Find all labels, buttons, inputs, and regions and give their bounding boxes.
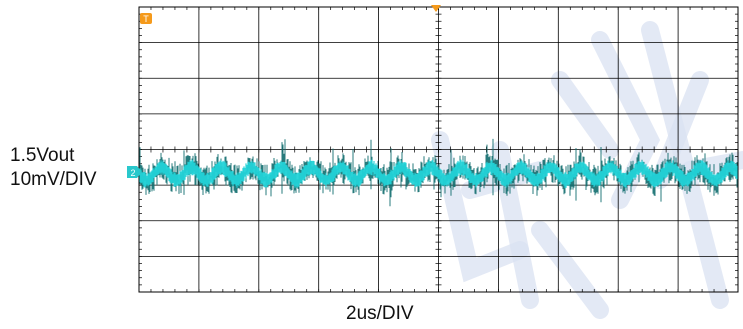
scope-markers: T 2 bbox=[127, 5, 441, 178]
vertical-scale-label: 10mV/DIV bbox=[10, 169, 97, 190]
watermark-stroke bbox=[551, 71, 619, 159]
scope-grid bbox=[138, 6, 739, 293]
trigger-position-marker bbox=[431, 5, 441, 12]
trigger-marker: T bbox=[140, 13, 152, 24]
channel-2-marker: 2 bbox=[127, 166, 142, 178]
channel-label: 1.5Vout bbox=[10, 145, 75, 166]
svg-text:T: T bbox=[143, 14, 149, 24]
svg-text:2: 2 bbox=[130, 168, 135, 178]
channel-2-trace bbox=[139, 138, 738, 207]
trace-core bbox=[139, 159, 738, 188]
horizontal-scale-label: 2us/DIV bbox=[346, 303, 414, 324]
watermark-stroke bbox=[531, 221, 609, 319]
